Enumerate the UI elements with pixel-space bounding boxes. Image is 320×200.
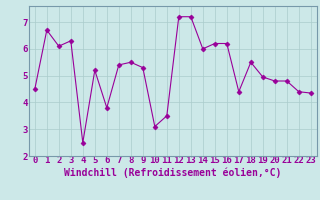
X-axis label: Windchill (Refroidissement éolien,°C): Windchill (Refroidissement éolien,°C) [64,168,282,178]
